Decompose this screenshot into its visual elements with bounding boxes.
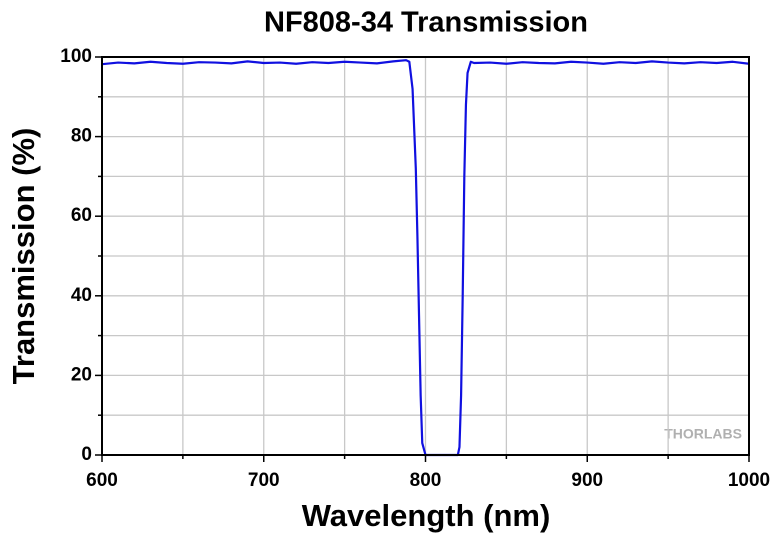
x-tick-label: 1000 [728, 470, 770, 491]
x-tick-label: 600 [86, 470, 118, 491]
x-tick-label: 700 [248, 470, 280, 491]
y-tick-label: 60 [71, 205, 92, 226]
x-axis-label: Wavelength (nm) [302, 498, 551, 533]
watermark: THORLABS [664, 426, 742, 442]
y-tick-label: 100 [60, 46, 92, 67]
y-axis-label: Transmission (%) [6, 128, 41, 385]
y-tick-label: 40 [71, 285, 92, 306]
x-tick-label: 800 [410, 470, 442, 491]
plot-frame [101, 56, 750, 456]
chart-title: NF808-34 Transmission [264, 7, 588, 39]
x-tick-label: 900 [571, 470, 603, 491]
y-tick-label: 80 [71, 126, 92, 147]
y-tick-label: 0 [81, 444, 92, 465]
y-tick-label: 20 [71, 364, 92, 385]
